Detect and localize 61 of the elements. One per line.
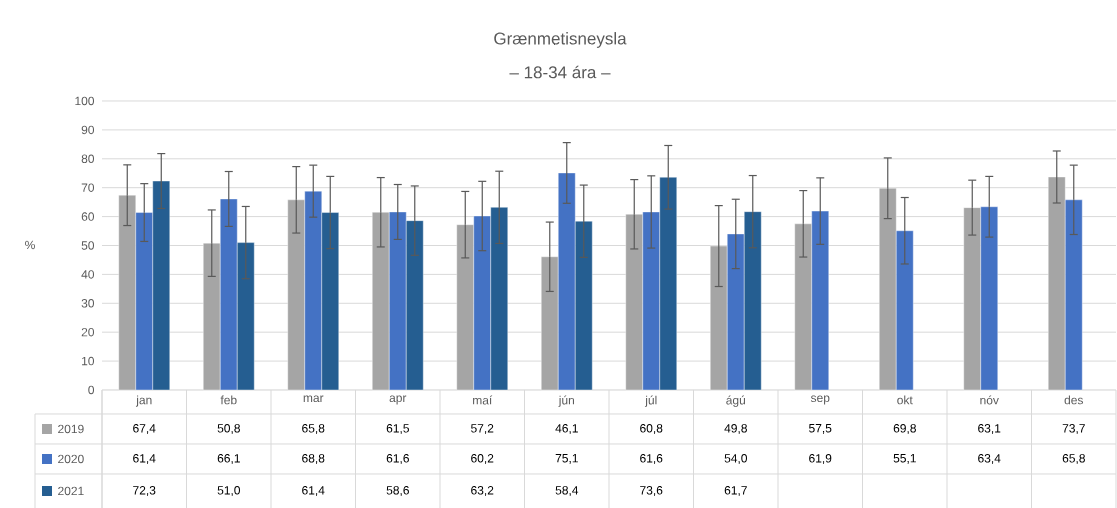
data-label: 57,2 (471, 424, 494, 434)
data-label: 60,8 (640, 424, 663, 434)
y-tick-label: 90 (81, 125, 95, 135)
y-tick-label: 60 (81, 212, 95, 221)
data-label: 55,1 (893, 454, 916, 464)
x-tick-label: júl (644, 395, 657, 407)
chart-title: Grænmetisneysla (494, 32, 627, 48)
data-label: 67,4 (133, 424, 156, 434)
x-tick-label: okt (897, 395, 913, 405)
data-label: 73,6 (640, 486, 663, 496)
y-tick-label: 40 (81, 270, 95, 279)
data-label: 69,8 (893, 424, 916, 434)
y-tick-label: 50 (81, 241, 95, 250)
x-tick-label: maí (473, 395, 493, 405)
x-tick-label: apr (389, 395, 407, 405)
data-label: 63,4 (978, 454, 1001, 464)
data-label: 73,7 (1062, 424, 1085, 434)
x-tick-label: jan (135, 395, 152, 407)
y-tick-label: 0 (88, 385, 95, 395)
y-tick-label: 20 (81, 327, 95, 337)
x-tick-label: nóv (980, 395, 999, 405)
data-label: 50,8 (217, 424, 240, 434)
data-label: 66,1 (217, 454, 240, 464)
data-label: 63,1 (978, 424, 1001, 434)
y-tick-label: 10 (82, 356, 95, 366)
data-label: 58,6 (386, 486, 409, 496)
chart-subtitle: – 18-34 ára – (509, 65, 611, 79)
data-label: 68,8 (302, 454, 325, 464)
legend-label: 2019 (58, 424, 84, 434)
data-label: 63,2 (471, 486, 494, 496)
y-tick-label: 80 (81, 154, 95, 164)
data-label: 54,0 (724, 454, 748, 464)
x-tick-label: des (1064, 395, 1083, 405)
y-tick-label: 70 (81, 183, 95, 192)
data-label: 61,4 (302, 486, 325, 496)
data-label: 58,4 (555, 486, 579, 496)
x-tick-label: mar (303, 395, 324, 403)
x-tick-label: sep (810, 395, 830, 405)
y-tick-label: 30 (81, 299, 95, 308)
data-label: 49,8 (724, 424, 747, 434)
data-label: 75,1 (555, 454, 578, 464)
x-tick-label: feb (220, 395, 237, 405)
y-tick-label: 100 (75, 96, 95, 106)
data-label: 65,8 (302, 424, 325, 434)
data-label: 61,7 (724, 486, 747, 496)
y-axis-title: % (25, 240, 35, 250)
data-label: 61,6 (640, 454, 663, 464)
data-label: 46,1 (555, 424, 578, 434)
legend-label: 2021 (58, 486, 84, 496)
data-label: 61,4 (133, 454, 156, 464)
data-label: 61,9 (809, 454, 832, 464)
x-tick-label: jún (558, 395, 574, 407)
data-label: 57,5 (809, 424, 832, 434)
data-label: 61,6 (386, 454, 409, 464)
x-tick-label: ágú (726, 395, 745, 407)
data-label: 61,5 (386, 424, 409, 434)
data-label: 65,8 (1062, 454, 1085, 464)
data-label: 60,2 (471, 454, 494, 464)
legend-label: 2020 (58, 454, 84, 464)
data-label: 72,3 (133, 486, 156, 496)
data-label: 51,0 (217, 486, 241, 496)
